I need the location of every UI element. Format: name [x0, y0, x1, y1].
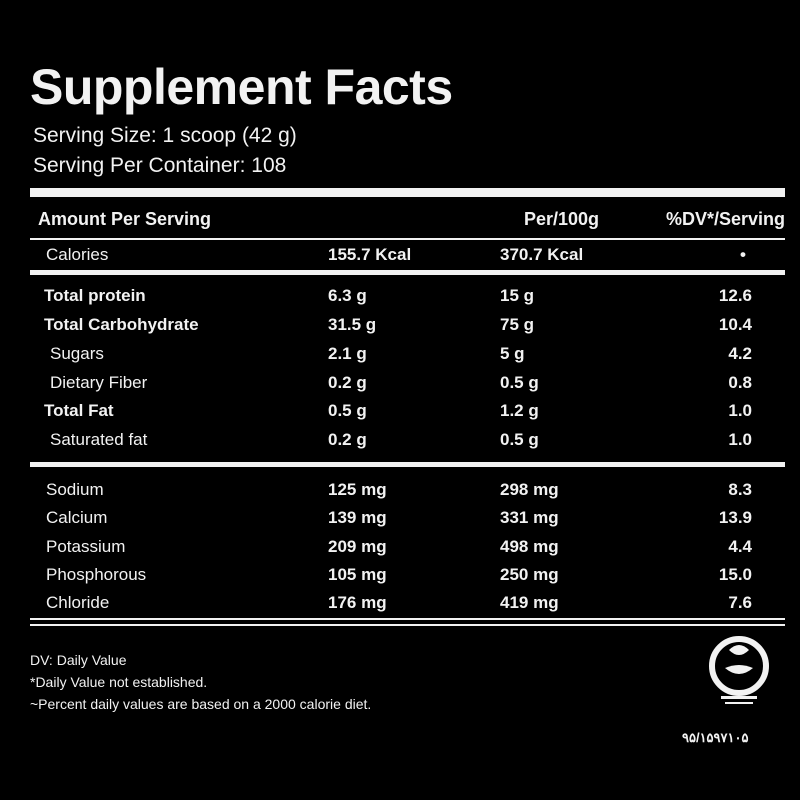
dv-value: 12.6 — [718, 286, 752, 305]
seal-code: ۹۵/۱۵۹۷۱۰۵ — [682, 730, 749, 745]
dv-value: 7.6 — [728, 593, 752, 612]
nutrient-name: Saturated fat — [50, 430, 148, 449]
double-rule-top — [30, 618, 785, 620]
table-row: Total protein 6.3 g 15 g 12.6 — [0, 282, 800, 310]
table-row: Dietary Fiber 0.2 g 0.5 g 0.8 — [0, 369, 800, 397]
per-100g-value: 298 mg — [500, 480, 559, 499]
nutrient-name: Total protein — [44, 286, 146, 305]
dv-value: 10.4 — [718, 315, 752, 334]
medium-divider — [30, 270, 785, 275]
medium-divider — [30, 462, 785, 467]
table-row: Saturated fat 0.2 g 0.5 g 1.0 — [0, 426, 800, 454]
double-rule-bottom — [30, 624, 785, 626]
thin-divider — [30, 238, 785, 240]
nutrient-name: Phosphorous — [46, 565, 147, 584]
header-dv: %DV*/Serving — [665, 209, 785, 229]
per-serving-value: 0.2 g — [328, 373, 367, 392]
per-100g-value: 0.5 g — [500, 430, 539, 449]
nutrient-name: Total Fat — [44, 401, 114, 420]
nutrient-name: Sodium — [46, 480, 104, 499]
dv-value: 1.0 — [728, 430, 752, 449]
header-per100: Per/100g — [524, 209, 600, 229]
nutrient-name: Chloride — [46, 593, 110, 612]
dv-value: 13.9 — [718, 508, 752, 527]
per-100g-value: 498 mg — [500, 537, 559, 556]
per-100g-value: 1.2 g — [500, 401, 539, 420]
per-serving-value: 125 mg — [328, 480, 387, 499]
dv-value: • — [740, 245, 746, 264]
dv-value: 4.2 — [728, 344, 752, 363]
per-100g-value: 331 mg — [500, 508, 559, 527]
per-serving-value: 176 mg — [328, 593, 387, 612]
per-100g-value: 15 g — [500, 286, 535, 305]
per-serving-value: 0.2 g — [328, 430, 367, 449]
table-row: Phosphorous 105 mg 250 mg 15.0 — [0, 561, 800, 589]
panel-title: Supplement Facts — [30, 59, 453, 115]
footnote-not-established: *Daily Value not established. — [30, 674, 208, 690]
dv-value: 15.0 — [718, 565, 752, 584]
table-row: Sugars 2.1 g 5 g 4.2 — [0, 340, 800, 368]
nutrient-name: Total Carbohydrate — [44, 315, 199, 334]
per-100g-value: 75 g — [500, 315, 535, 334]
per-serving-value: 105 mg — [328, 565, 387, 584]
nutrient-name: Calories — [46, 245, 109, 264]
dv-value: 8.3 — [728, 480, 752, 499]
table-row: Potassium 209 mg 498 mg 4.4 — [0, 533, 800, 561]
thick-divider — [30, 188, 785, 197]
per-100g-value: 419 mg — [500, 593, 559, 612]
per-serving-value: 139 mg — [328, 508, 387, 527]
table-row: Total Fat 0.5 g 1.2 g 1.0 — [0, 397, 800, 425]
footnote-dv: DV: Daily Value — [30, 652, 127, 668]
table-row: Total Carbohydrate 31.5 g 75 g 10.4 — [0, 311, 800, 339]
dv-value: 0.8 — [728, 373, 752, 392]
table-row: Calcium 139 mg 331 mg 13.9 — [0, 504, 800, 532]
per-serving-value: 155.7 Kcal — [328, 245, 412, 264]
servings-per-container: Serving Per Container: 108 — [33, 154, 287, 177]
per-serving-value: 2.1 g — [328, 344, 367, 363]
nutrient-name: Potassium — [46, 537, 126, 556]
per-serving-value: 31.5 g — [328, 315, 377, 334]
per-100g-value: 370.7 Kcal — [500, 245, 584, 264]
dv-value: 1.0 — [728, 401, 752, 420]
per-serving-value: 0.5 g — [328, 401, 367, 420]
serving-size: Serving Size: 1 scoop (42 g) — [33, 124, 297, 147]
per-100g-value: 250 mg — [500, 565, 559, 584]
standard-seal-icon — [709, 636, 769, 704]
table-row: Chloride 176 mg 419 mg 7.6 — [0, 589, 800, 617]
header-amount: Amount Per Serving — [38, 209, 212, 229]
per-serving-value: 209 mg — [328, 537, 387, 556]
per-serving-value: 6.3 g — [328, 286, 367, 305]
nutrient-name: Dietary Fiber — [50, 373, 148, 392]
footnote-percent: ~Percent daily values are based on a 200… — [30, 696, 372, 712]
nutrient-name: Sugars — [50, 344, 104, 363]
nutrient-name: Calcium — [46, 508, 108, 527]
per-100g-value: 0.5 g — [500, 373, 539, 392]
table-row: Sodium 125 mg 298 mg 8.3 — [0, 476, 800, 504]
dv-value: 4.4 — [728, 537, 752, 556]
calories-row: Calories 155.7 Kcal 370.7 Kcal • — [0, 241, 800, 269]
per-100g-value: 5 g — [500, 344, 525, 363]
